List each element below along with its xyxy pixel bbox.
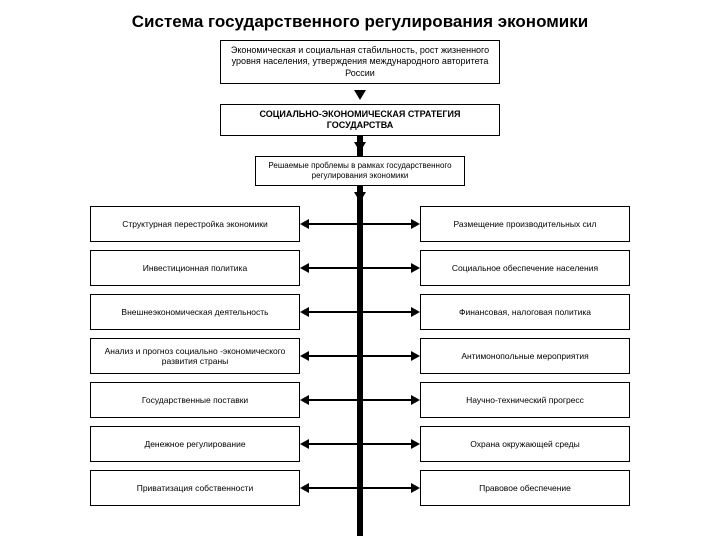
pair-right-box: Антимонопольные мероприятия: [420, 338, 630, 374]
diagram-container: Экономическая и социальная стабильность,…: [20, 40, 700, 506]
pair-left-box: Анализ и прогноз социально -экономическо…: [90, 338, 300, 374]
pair-left-box: Государственные поставки: [90, 382, 300, 418]
double-arrow-icon: [300, 483, 420, 493]
arrow-down-icon: [354, 142, 366, 152]
pair-row: Структурная перестройка экономики Размеще…: [20, 206, 700, 242]
double-arrow-icon: [300, 307, 420, 317]
pairs-container: Структурная перестройка экономики Размеще…: [20, 206, 700, 506]
pair-right-box: Размещение производительных сил: [420, 206, 630, 242]
double-arrow-icon: [300, 263, 420, 273]
pair-right-box: Научно-технический прогресс: [420, 382, 630, 418]
top-goal-box: Экономическая и социальная стабильность,…: [220, 40, 500, 84]
pair-left-box: Приватизация собственности: [90, 470, 300, 506]
pair-right-box: Социальное обеспечение населения: [420, 250, 630, 286]
page-title: Система государственного регулирования э…: [20, 12, 700, 32]
double-arrow-icon: [300, 219, 420, 229]
double-arrow-icon: [300, 395, 420, 405]
pair-right-box: Правовое обеспечение: [420, 470, 630, 506]
pair-row: Денежное регулирование Охрана окружающей …: [20, 426, 700, 462]
double-arrow-icon: [300, 351, 420, 361]
pair-left-box: Внешнеэкономическая деятельность: [90, 294, 300, 330]
pair-row: Внешнеэкономическая деятельность Финансов…: [20, 294, 700, 330]
arrow-down-icon: [354, 90, 366, 100]
pair-row: Инвестиционная политика Социальное обеспе…: [20, 250, 700, 286]
pair-left-box: Инвестиционная политика: [90, 250, 300, 286]
pair-left-box: Денежное регулирование: [90, 426, 300, 462]
pair-row: Анализ и прогноз социально -экономическо…: [20, 338, 700, 374]
strategy-box: СОЦИАЛЬНО-ЭКОНОМИЧЕСКАЯ СТРАТЕГИЯ ГОСУДА…: [220, 104, 500, 137]
pair-left-box: Структурная перестройка экономики: [90, 206, 300, 242]
pair-row: Государственные поставки Научно-техническ…: [20, 382, 700, 418]
arrow-down-icon: [354, 192, 366, 202]
pair-right-box: Финансовая, налоговая политика: [420, 294, 630, 330]
pair-row: Приватизация собственности Правовое обесп…: [20, 470, 700, 506]
double-arrow-icon: [300, 439, 420, 449]
pair-right-box: Охрана окружающей среды: [420, 426, 630, 462]
problems-box: Решаемые проблемы в рамках государственн…: [255, 156, 465, 186]
